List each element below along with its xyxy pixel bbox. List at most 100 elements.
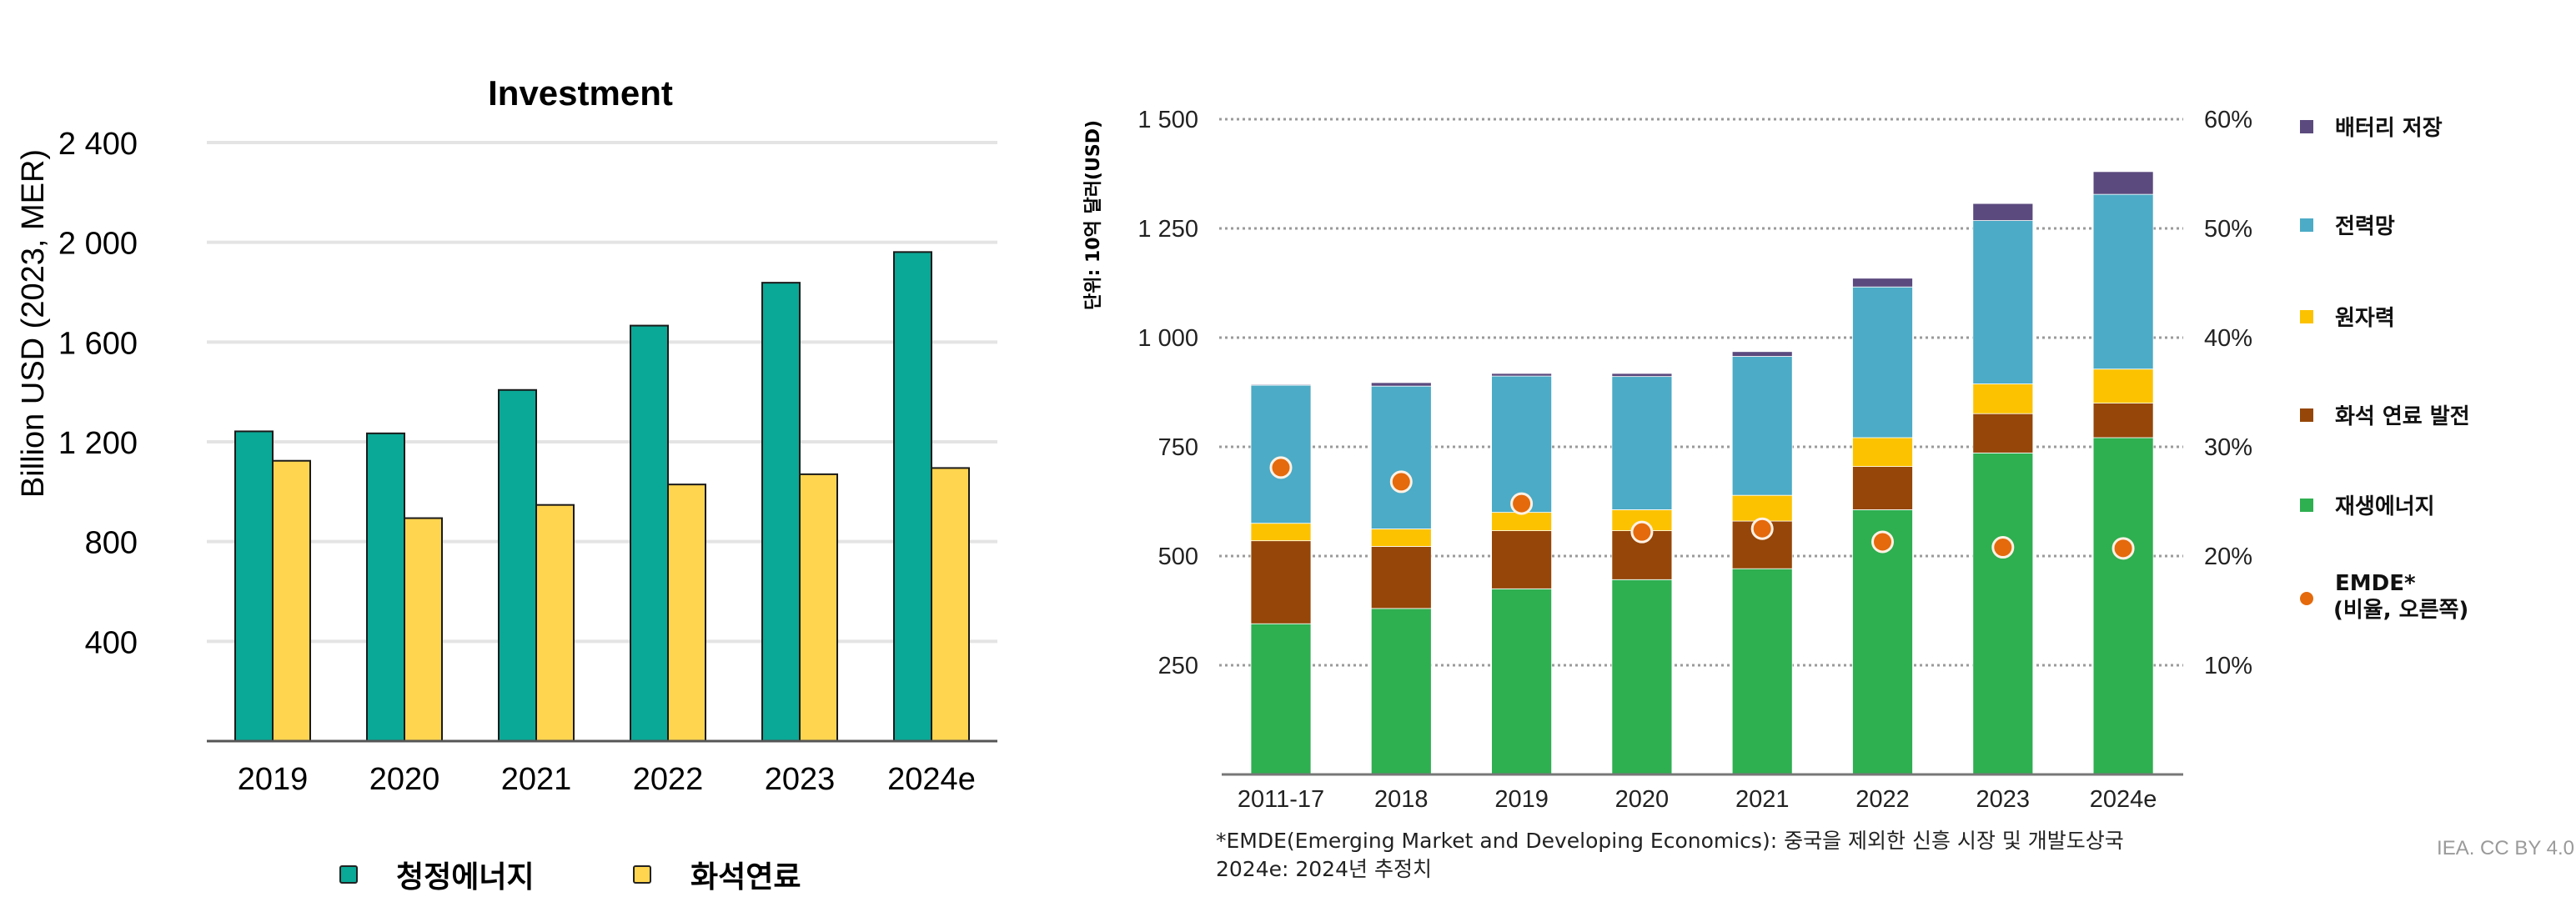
emde-point-2011-17[interactable] xyxy=(1269,456,1293,479)
legend-label: 배터리 저장 xyxy=(2335,116,2443,141)
legend-swatch xyxy=(2300,499,2313,512)
y-tick-labels: 400 800 1 200 1 600 2 000 2 400 xyxy=(58,127,138,660)
y-tick-labels: 250 500 750 1 000 1 250 1 500 xyxy=(1137,107,1198,679)
bar-segment-renewables-2019[interactable] xyxy=(1491,588,1552,775)
bar-clean-energy-2020[interactable] xyxy=(366,432,405,742)
legend-swatch xyxy=(2300,408,2313,422)
y2-tick-label: 40% xyxy=(2204,325,2252,352)
bar-segment-nuclear-2024e[interactable] xyxy=(2092,368,2154,403)
legend-item-3[interactable]: 화석 연료 발전 xyxy=(2300,404,2470,429)
bar-segment-nuclear-2018[interactable] xyxy=(1370,529,1432,547)
bar-segment-grid-2019[interactable] xyxy=(1491,375,1552,514)
emde-point-2021[interactable] xyxy=(1750,517,1774,540)
y2-tick-label: 50% xyxy=(2204,216,2252,243)
x-tick-label: 2011-17 xyxy=(1238,786,1324,813)
legend-label: EMDE* xyxy=(2335,571,2416,596)
y-tick-label: 400 xyxy=(85,625,138,660)
bar-segment-grid-2020[interactable] xyxy=(1611,376,1673,510)
bar-clean-energy-2021[interactable] xyxy=(498,388,537,742)
legend-item-2[interactable]: 원자력 xyxy=(2300,306,2395,331)
legend-label-note: (비율, 오른쪽) xyxy=(2333,598,2468,623)
bar-segment-fossil-power-2018[interactable] xyxy=(1370,546,1432,609)
bar-segment-battery-2022[interactable] xyxy=(1852,278,1913,288)
legend-swatch xyxy=(2300,310,2313,323)
bar-segment-grid-2023[interactable] xyxy=(1972,220,2034,384)
x-tick-label: 2019 xyxy=(1494,786,1549,813)
bar-fossil-fuel-2022[interactable] xyxy=(667,484,706,742)
legend-item-fossil-fuel[interactable]: 화석연료 xyxy=(633,860,801,894)
y-tick-label: 800 xyxy=(85,526,138,561)
bar-segment-battery-2024e[interactable] xyxy=(2092,171,2154,195)
bar-segment-battery-2021[interactable] xyxy=(1731,351,1793,357)
emde-point-2023[interactable] xyxy=(1991,536,2015,559)
bar-segment-nuclear-2023[interactable] xyxy=(1972,383,2034,414)
x-tick-label: 2021 xyxy=(501,762,572,797)
bar-fossil-fuel-2020[interactable] xyxy=(404,517,443,742)
legend-item-4[interactable]: 재생에너지 xyxy=(2300,494,2435,519)
bar-segment-grid-2021[interactable] xyxy=(1731,356,1793,496)
legend-label-clean: 청정에너지 xyxy=(396,860,535,894)
source-credit: IEA. CC BY 4.0 xyxy=(2437,837,2574,859)
legend-item-clean-energy[interactable]: 청정에너지 xyxy=(339,860,535,894)
bar-fossil-fuel-2024e[interactable] xyxy=(931,467,970,742)
legend-label-fossil: 화석연료 xyxy=(690,860,801,894)
bar-segment-battery-2023[interactable] xyxy=(1972,203,2034,221)
legend-item-5[interactable]: EMDE*(비율, 오른쪽) xyxy=(2300,571,2468,623)
bar-fossil-fuel-2023[interactable] xyxy=(799,473,838,742)
bar-segment-fossil-power-2023[interactable] xyxy=(1972,413,2034,453)
legend-label: 재생에너지 xyxy=(2335,494,2435,519)
emde-point-2020[interactable] xyxy=(1630,520,1654,544)
bar-fossil-fuel-2019[interactable] xyxy=(272,459,311,743)
bar-segment-battery-2011-17[interactable] xyxy=(1250,383,1312,386)
emde-point-2024e[interactable] xyxy=(2112,537,2135,560)
legend-swatch-fossil xyxy=(633,865,651,884)
legend-item-0[interactable]: 배터리 저장 xyxy=(2300,116,2443,141)
bar-segment-nuclear-2021[interactable] xyxy=(1731,494,1793,522)
y-tick-label: 2 400 xyxy=(58,127,138,162)
legend-item-1[interactable]: 전력망 xyxy=(2300,214,2395,239)
y-tick-label: 2 000 xyxy=(58,227,138,262)
bar-segment-fossil-power-2019[interactable] xyxy=(1491,530,1552,589)
y-tick-label: 1 600 xyxy=(58,326,138,361)
bar-segment-grid-2024e[interactable] xyxy=(2092,193,2154,370)
bar-segment-renewables-2022[interactable] xyxy=(1852,509,1913,775)
bar-segment-grid-2018[interactable] xyxy=(1370,385,1432,529)
gridlines xyxy=(1219,118,2183,667)
bar-segment-fossil-power-2022[interactable] xyxy=(1852,466,1913,510)
x-tick-label: 2019 xyxy=(238,762,309,797)
legend-label: 원자력 xyxy=(2335,306,2395,331)
bar-segment-battery-2020[interactable] xyxy=(1611,373,1673,378)
footnote-estimate: 2024e: 2024년 추정치 xyxy=(1216,857,1432,881)
bar-segment-renewables-2018[interactable] xyxy=(1370,608,1432,775)
footnote-emde: *EMDE(Emerging Market and Developing Eco… xyxy=(1216,829,2124,853)
y-tick-label: 750 xyxy=(1158,434,1198,461)
x-tick-labels: 2011-17 2018 2019 2020 2021 2022 2023 2024e xyxy=(1238,786,2157,813)
bar-segment-fossil-power-2024e[interactable] xyxy=(2092,403,2154,438)
y-tick-label: 1 000 xyxy=(1137,325,1198,352)
legend-label: 화석 연료 발전 xyxy=(2335,404,2470,429)
stacked-bars xyxy=(1250,171,2154,775)
bar-segment-grid-2011-17[interactable] xyxy=(1250,384,1312,524)
bar-segment-renewables-2023[interactable] xyxy=(1972,452,2034,775)
bar-segment-nuclear-2011-17[interactable] xyxy=(1250,523,1312,542)
bar-segment-battery-2018[interactable] xyxy=(1370,382,1432,387)
bar-segment-renewables-2024e[interactable] xyxy=(2092,437,2154,775)
bar-segment-grid-2022[interactable] xyxy=(1852,286,1913,438)
y-axis-unit-label: 단위: 10억 달러(USD) xyxy=(1083,120,1104,310)
legend-label: 전력망 xyxy=(2335,214,2395,239)
bar-segment-renewables-2021[interactable] xyxy=(1731,568,1793,775)
bar-segment-battery-2019[interactable] xyxy=(1491,373,1552,377)
emde-point-2018[interactable] xyxy=(1389,470,1413,494)
emde-point-2022[interactable] xyxy=(1871,530,1894,554)
bar-segment-renewables-2020[interactable] xyxy=(1611,579,1673,775)
x-tick-label: 2023 xyxy=(1976,786,2031,813)
bar-fossil-fuel-2021[interactable] xyxy=(535,504,575,742)
bar-segment-renewables-2011-17[interactable] xyxy=(1250,623,1312,775)
x-tick-labels: 2019 2020 2021 2022 2023 2024e xyxy=(238,762,976,797)
bar-segment-nuclear-2022[interactable] xyxy=(1852,437,1913,467)
emde-point-2019[interactable] xyxy=(1510,492,1534,515)
y-tick-label: 1 500 xyxy=(1137,107,1198,133)
bar-segment-fossil-power-2011-17[interactable] xyxy=(1250,540,1312,624)
bar-segment-nuclear-2019[interactable] xyxy=(1491,512,1552,532)
